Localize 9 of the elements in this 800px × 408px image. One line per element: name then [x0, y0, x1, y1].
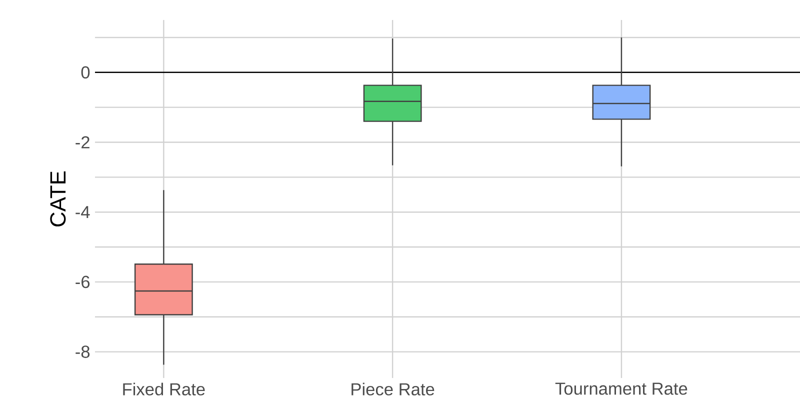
x-tick-label: Tournament Rate — [555, 382, 688, 395]
y-tick-label: -8 — [76, 346, 90, 358]
y-axis-title: CATE — [50, 171, 66, 226]
y-tick-label: 0 — [81, 66, 90, 79]
x-tick-label: Piece Rate — [352, 382, 434, 396]
y-tick-label: -6 — [76, 276, 90, 288]
y-tick-label: -2 — [76, 136, 90, 148]
y-tick-label: -4 — [76, 206, 90, 218]
x-tick-label: Fixed Rate — [123, 382, 205, 396]
